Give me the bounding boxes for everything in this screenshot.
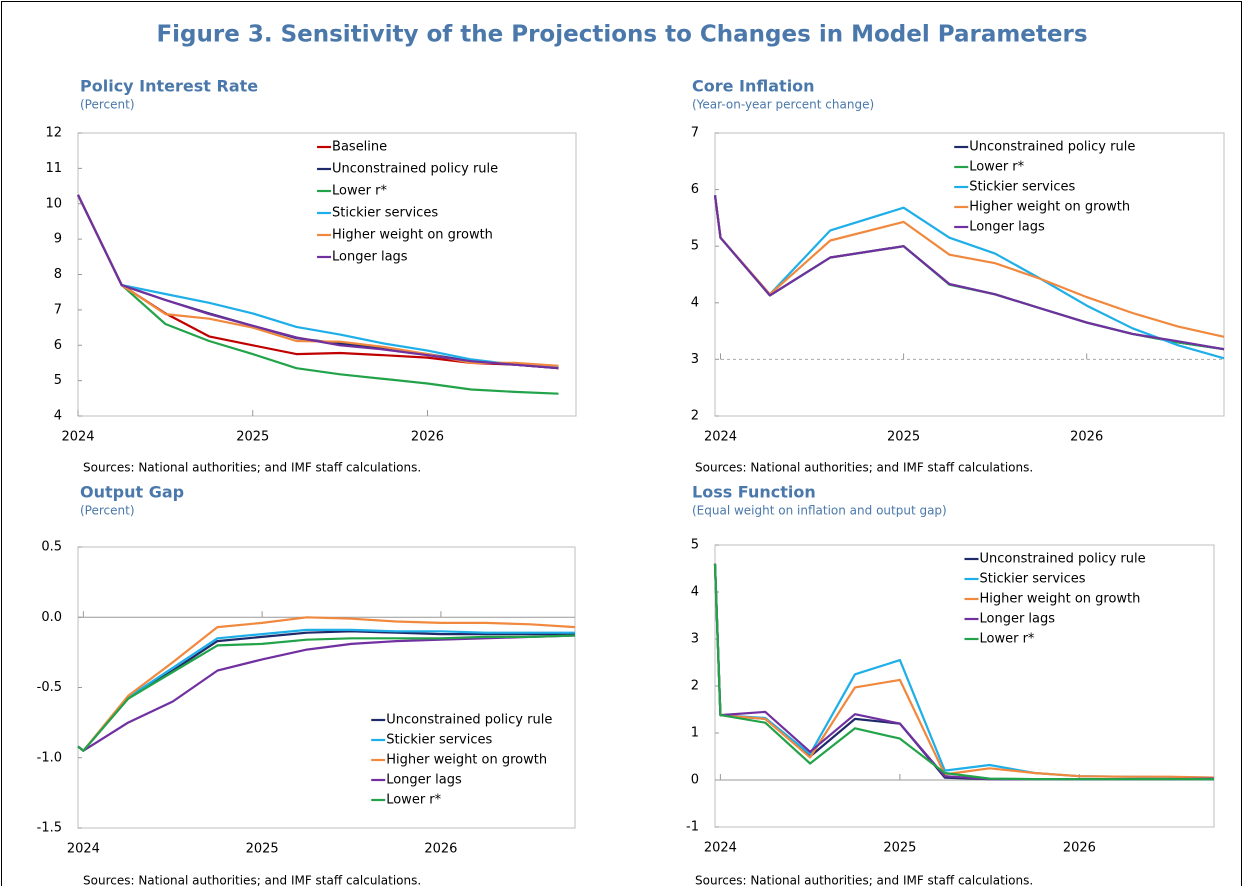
- y-tick-label: 6: [54, 338, 62, 353]
- y-tick-label: -1.5: [37, 821, 62, 836]
- y-tick-label: -1: [686, 820, 699, 835]
- series-line: [77, 630, 575, 752]
- panel-subtitle: (Percent): [80, 98, 135, 112]
- legend-label: Longer lags: [980, 612, 1056, 627]
- y-tick-label: 11: [45, 161, 62, 176]
- legend-label: Lower r*: [980, 632, 1035, 647]
- legend-label: Longer lags: [332, 250, 408, 265]
- y-tick-label: 7: [691, 126, 699, 141]
- source-note: Sources: National authorities; and IMF s…: [83, 461, 421, 475]
- x-tick-label: 2026: [1063, 841, 1096, 856]
- panel-subtitle: (Year-on-year percent change): [692, 98, 874, 112]
- y-tick-label: 8: [54, 267, 62, 282]
- y-tick-label: 2: [691, 679, 699, 694]
- y-tick-label: 5: [691, 538, 699, 553]
- y-tick-label: -1.0: [37, 750, 62, 765]
- legend-label: Higher weight on growth: [980, 592, 1141, 607]
- y-tick-label: 1: [691, 726, 699, 741]
- series-line: [77, 194, 559, 395]
- plot-frame: [77, 546, 576, 829]
- y-tick-label: 12: [45, 126, 62, 141]
- legend-label: Unconstrained policy rule: [969, 140, 1135, 155]
- legend-label: Unconstrained policy rule: [386, 713, 552, 728]
- y-tick-label: 9: [54, 232, 62, 247]
- panel-title: Policy Interest Rate: [80, 77, 258, 96]
- y-tick-label: 0: [691, 773, 699, 788]
- x-tick-label: 2025: [887, 430, 920, 445]
- panel-title: Output Gap: [80, 483, 184, 502]
- panel-title: Core Inflation: [692, 77, 815, 96]
- y-tick-label: 3: [691, 352, 699, 367]
- y-tick-label: 5: [691, 239, 699, 254]
- legend-label: Higher weight on growth: [332, 228, 493, 243]
- x-tick-label: 2025: [236, 430, 269, 445]
- y-tick-label: 4: [691, 295, 699, 310]
- panel-title: Loss Function: [692, 483, 816, 502]
- y-tick-label: 0.5: [41, 540, 62, 555]
- x-tick-label: 2024: [61, 430, 94, 445]
- legend-label: Higher weight on growth: [386, 753, 547, 768]
- panel-subtitle: (Equal weight on inflation and output ga…: [692, 504, 947, 518]
- y-tick-label: 6: [691, 182, 699, 197]
- plot-frame: [714, 544, 1215, 828]
- legend-label: Lower r*: [386, 793, 441, 808]
- series-line: [77, 634, 576, 752]
- x-tick-label: 2026: [424, 842, 457, 857]
- y-tick-label: 2: [691, 409, 699, 424]
- series-line: [713, 563, 1215, 779]
- legend-label: Longer lags: [386, 773, 462, 788]
- plot-frame: [714, 132, 1225, 417]
- y-tick-label: 5: [54, 373, 62, 388]
- legend-label: Stickier services: [386, 733, 492, 748]
- series-line: [77, 634, 576, 752]
- x-tick-label: 2024: [704, 841, 737, 856]
- source-note: Sources: National authorities; and IMF s…: [695, 874, 1033, 886]
- legend-label: Unconstrained policy rule: [332, 162, 498, 177]
- legend-label: Stickier services: [332, 206, 438, 221]
- series-line: [713, 563, 1214, 781]
- legend-label: Lower r*: [332, 184, 387, 199]
- x-tick-label: 2024: [67, 842, 100, 857]
- y-tick-label: 4: [54, 409, 62, 424]
- series-line: [77, 194, 559, 370]
- y-tick-label: -0.5: [37, 680, 62, 695]
- y-tick-label: 0.0: [41, 610, 62, 625]
- source-note: Sources: National authorities; and IMF s…: [83, 874, 421, 886]
- legend-label: Longer lags: [969, 220, 1045, 235]
- legend-label: Baseline: [332, 140, 387, 155]
- source-note: Sources: National authorities; and IMF s…: [695, 461, 1033, 475]
- legend-label: Unconstrained policy rule: [980, 552, 1146, 567]
- legend-label: Stickier services: [980, 572, 1086, 587]
- x-tick-label: 2025: [883, 841, 916, 856]
- series-line: [77, 616, 576, 752]
- figure-title: Figure 3. Sensitivity of the Projections…: [156, 22, 1087, 48]
- y-tick-label: 3: [691, 632, 699, 647]
- series-line: [77, 194, 559, 369]
- x-tick-label: 2026: [1070, 430, 1103, 445]
- y-tick-label: 10: [45, 196, 62, 211]
- legend-label: Higher weight on growth: [969, 200, 1130, 215]
- x-tick-label: 2025: [246, 842, 279, 857]
- panel-subtitle: (Percent): [80, 504, 135, 518]
- legend-label: Lower r*: [969, 160, 1024, 175]
- series-line: [713, 195, 1225, 338]
- x-tick-label: 2024: [704, 430, 737, 445]
- y-tick-label: 4: [691, 585, 699, 600]
- x-tick-label: 2026: [411, 430, 444, 445]
- series-line: [713, 195, 1225, 351]
- y-tick-label: 7: [54, 302, 62, 317]
- legend-label: Stickier services: [969, 180, 1075, 195]
